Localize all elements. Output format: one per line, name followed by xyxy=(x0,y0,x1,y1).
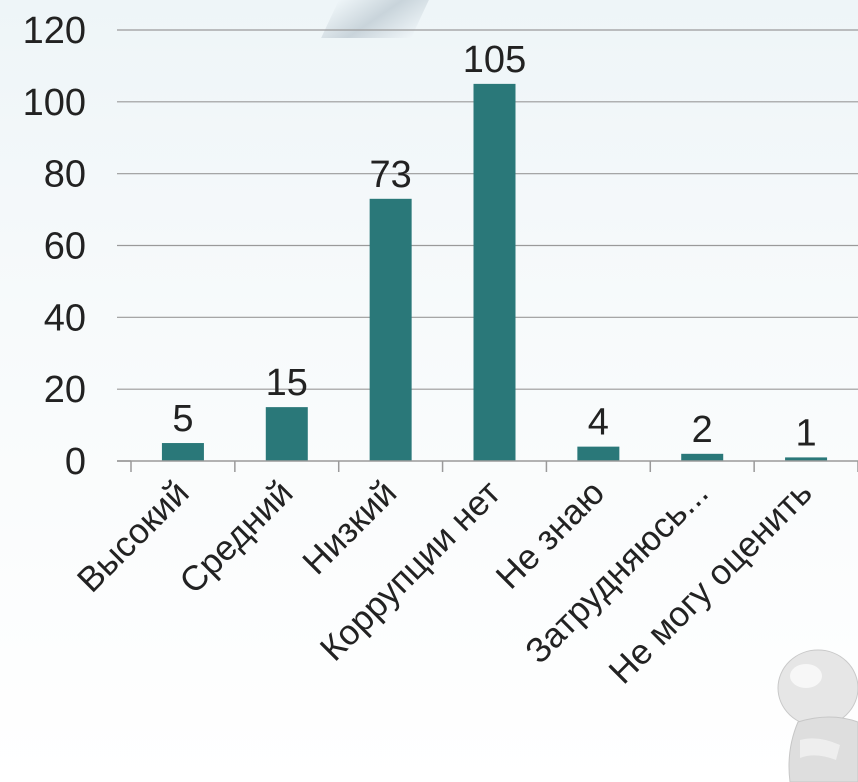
y-tick-label: 80 xyxy=(44,154,86,196)
y-tick-label: 100 xyxy=(23,82,86,124)
thinking-figure-illustration xyxy=(778,650,858,782)
data-label: 4 xyxy=(588,402,609,444)
data-label: 73 xyxy=(370,154,412,196)
x-axis xyxy=(117,461,858,472)
category-label: Коррупции нет xyxy=(313,473,508,668)
bar xyxy=(266,407,308,461)
category-label: Высокий xyxy=(70,473,197,600)
y-tick-label: 20 xyxy=(44,369,86,411)
data-label: 5 xyxy=(172,398,193,440)
y-tick-label: 60 xyxy=(44,226,86,268)
bars xyxy=(162,84,827,461)
bar xyxy=(681,454,723,461)
data-label: 1 xyxy=(796,412,817,454)
category-label: Затрудняюсь... xyxy=(518,473,716,671)
data-label: 2 xyxy=(692,409,713,451)
data-label: 15 xyxy=(266,362,308,404)
category-label: Средний xyxy=(172,473,300,601)
bar xyxy=(577,447,619,461)
data-label: 105 xyxy=(463,39,526,81)
bar xyxy=(162,443,204,461)
bar xyxy=(474,84,516,461)
y-tick-label: 0 xyxy=(65,441,86,483)
bar xyxy=(370,199,412,461)
y-tick-label: 120 xyxy=(23,10,86,52)
y-tick-label: 40 xyxy=(44,297,86,339)
y-axis-tick-labels: 0 20 40 60 80 100 120 xyxy=(23,10,86,483)
